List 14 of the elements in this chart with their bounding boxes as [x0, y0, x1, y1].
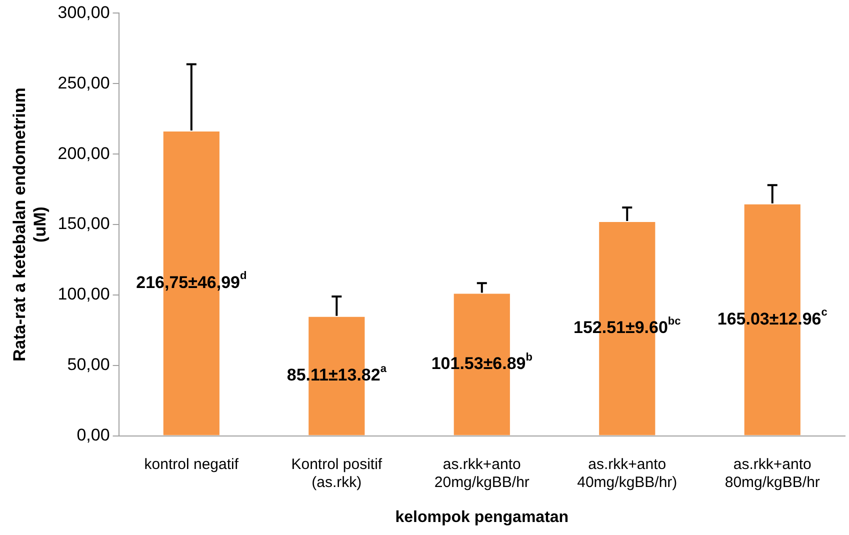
- x-tick-label: kontrol negatif: [144, 456, 240, 473]
- y-tick-label: 150,00: [58, 214, 110, 234]
- y-tick-label: 0,00: [76, 425, 110, 444]
- y-tick-label: 100,00: [58, 284, 110, 304]
- x-tick-label: as.rkk+anto 40mg/kgBB/hr): [577, 456, 678, 491]
- x-tick-label: as.rkk+anto 80mg/kgBB/hr: [724, 456, 820, 491]
- y-tick-label: 250,00: [58, 73, 110, 92]
- y-tick-label: 50,00: [67, 355, 110, 374]
- y-axis-title: Rata-rat a ketebalan endometrium (uM): [10, 88, 50, 362]
- y-tick-label: 200,00: [58, 144, 110, 163]
- x-tick-label: as.rkk+anto 20mg/kgBB/hr: [434, 456, 530, 491]
- y-tick-label: 300,00: [58, 2, 110, 22]
- x-axis-title: kelompok pengamatan: [395, 508, 569, 526]
- x-tick-label: Kontrol positif (as.rkk): [291, 456, 383, 491]
